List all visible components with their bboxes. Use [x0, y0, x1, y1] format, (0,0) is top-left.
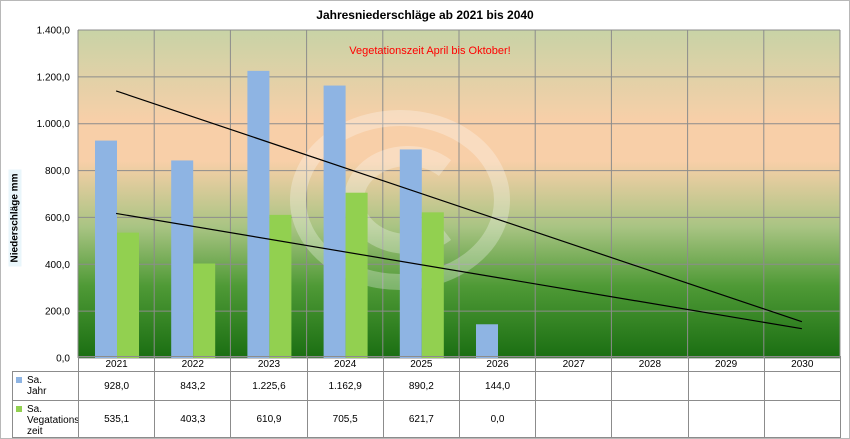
x-tick-label: 2028: [611, 356, 689, 372]
chart-annotation: Vegetationszeit April bis Oktober!: [349, 45, 510, 57]
bar-jahr: [476, 324, 498, 358]
data-label: [687, 400, 765, 438]
bar-vegetationszeit: [193, 263, 216, 358]
data-label: 705,5: [306, 400, 384, 438]
legend-swatch: [16, 377, 22, 383]
bar-jahr: [171, 160, 194, 358]
data-label: 610,9: [230, 400, 308, 438]
trendline: [116, 212, 802, 330]
bar-vegetationszeit: [117, 232, 139, 358]
bar-jahr: [399, 149, 422, 358]
data-label: [763, 400, 841, 438]
trendline: [115, 90, 803, 323]
bar-jahr: [323, 85, 346, 359]
bar-vegetationszeit: [269, 214, 292, 358]
data-label: 0,0: [458, 400, 537, 438]
data-label: 621,7: [382, 400, 460, 438]
x-tick-label: 2021: [77, 356, 156, 372]
data-table: 2021 2022 2023 2024 2025 2026 2027 2028 2029 2030…: [12, 356, 841, 438]
x-tick-label: 2029: [687, 356, 765, 372]
data-label: [611, 400, 689, 438]
y-tick-label: 400,0: [45, 260, 70, 271]
data-label: [687, 371, 765, 401]
data-label: [611, 371, 689, 401]
legend-entry: Sa. Jahr: [12, 371, 79, 401]
data-label: 403,3: [154, 400, 232, 438]
table-corner: [12, 356, 79, 372]
data-label: [763, 371, 841, 401]
y-tick-label: 1.000,0: [37, 119, 71, 130]
data-label: 535,1: [77, 400, 156, 438]
x-tick-label: 2025: [382, 356, 460, 372]
data-table-row: Sa. Jahr 928,0 843,2 1.225,6 1.162,9 890,2 144,…: [12, 371, 841, 401]
data-label: [535, 400, 613, 438]
chart-title: Jahresniederschläge ab 2021 bis 2040: [316, 8, 534, 22]
bar-jahr: [247, 70, 270, 358]
y-tick-label: 1.400,0: [37, 26, 71, 37]
data-label: 1.162,9: [306, 371, 384, 401]
x-tick-label: 2026: [458, 356, 537, 372]
y-tick-label: 600,0: [45, 213, 70, 224]
bar-vegetationszeit: [421, 212, 444, 358]
legend-entry: Sa. Vegatations-zeit: [12, 400, 79, 438]
x-tick-label: 2024: [306, 356, 384, 372]
y-tick-label: 200,0: [45, 307, 70, 318]
x-tick-label: 2027: [535, 356, 613, 372]
y-tick-label: 800,0: [45, 166, 70, 177]
legend-label: Sa. Jahr: [27, 375, 47, 397]
data-label: 1.225,6: [230, 371, 308, 401]
data-label: 890,2: [382, 371, 460, 401]
x-tick-label: 2030: [763, 356, 841, 372]
data-label: 144,0: [458, 371, 537, 401]
data-table-header: 2021 2022 2023 2024 2025 2026 2027 2028 2029 2030: [12, 356, 841, 372]
legend-swatch: [16, 406, 22, 412]
data-label: [535, 371, 613, 401]
bar-jahr: [95, 140, 117, 358]
x-tick-label: 2023: [230, 356, 308, 372]
legend-label: Sa. Vegatations-zeit: [27, 404, 79, 437]
data-table-row: Sa. Vegatations-zeit 535,1 403,3 610,9 705,5 6…: [12, 400, 841, 438]
data-label: 928,0: [77, 371, 156, 401]
y-tick-label: 1.200,0: [37, 72, 71, 83]
x-tick-label: 2022: [154, 356, 232, 372]
data-label: 843,2: [154, 371, 232, 401]
bar-vegetationszeit: [345, 192, 368, 358]
